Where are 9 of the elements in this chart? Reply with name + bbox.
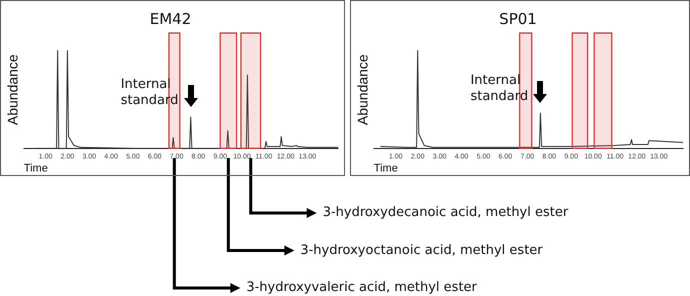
x-axis-title: Time (374, 162, 398, 174)
text: 3-hydroxydecanoic acid, methyl ester (322, 205, 568, 220)
text: 3-hydroxyvaleric acid, methyl ester (246, 280, 477, 295)
chart-title: SP01 (499, 10, 537, 28)
y-axis-title: Abundance (4, 54, 20, 126)
x-axis-title: Time (24, 162, 48, 174)
chart-title: EM42 (150, 10, 192, 28)
y-axis-title: Abundance (354, 54, 370, 126)
text: 3-hydroxyoctanoic acid, methyl ester (300, 242, 543, 258)
